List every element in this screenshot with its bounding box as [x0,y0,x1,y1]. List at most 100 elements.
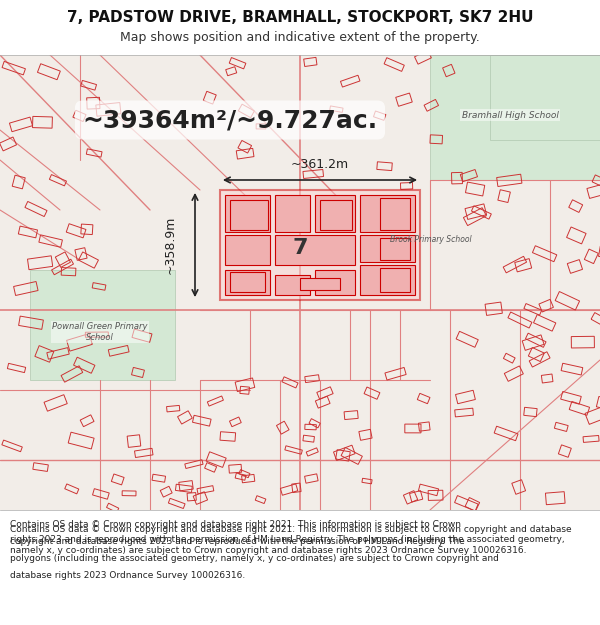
Bar [455,496,478,511]
Bar [303,435,314,442]
Bar [529,348,544,362]
Bar [175,484,192,492]
Bar [503,256,527,273]
Bar [377,162,392,171]
Bar [2,61,25,75]
Bar [424,99,439,111]
Bar [134,448,153,458]
Bar [61,268,76,276]
Bar [498,190,511,202]
Bar [587,184,600,198]
Bar [32,116,52,128]
Text: copyright and database rights 2023 and is reproduced with the permission of HM L: copyright and database rights 2023 and i… [10,537,465,546]
Bar [418,484,439,496]
Bar [35,346,54,362]
Bar [405,424,421,433]
Bar [304,58,317,66]
Bar [229,58,246,69]
Bar [19,316,43,329]
Bar [344,411,358,419]
Bar [229,464,242,473]
Bar [0,137,17,151]
Bar [229,417,241,427]
Bar [561,363,583,375]
Bar [428,490,443,501]
Bar [403,491,418,504]
Bar [317,387,333,399]
Bar [451,173,463,184]
Bar [559,445,571,458]
Bar [456,331,478,348]
Bar [92,282,106,290]
Bar [19,226,38,238]
Text: ~39364m²/~9.727ac.: ~39364m²/~9.727ac. [82,108,377,132]
Bar [25,201,47,216]
Bar [508,312,532,328]
Bar [187,492,196,501]
Bar [455,408,473,417]
Text: Map shows position and indicative extent of the property.: Map shows position and indicative extent… [120,31,480,44]
Bar [305,375,319,382]
Bar [524,408,537,417]
Bar [197,486,214,494]
Bar [410,491,423,502]
Text: Pownall Green Primary
School: Pownall Green Primary School [52,322,148,342]
Bar [107,503,119,512]
Bar [75,248,87,261]
Bar [52,259,74,275]
Polygon shape [275,275,310,295]
Bar [96,102,121,116]
Text: Contains OS data © Crown copyright and database right 2021. This information is : Contains OS data © Crown copyright and d… [10,525,572,555]
Bar [592,175,600,191]
Bar [169,498,185,509]
Bar [362,478,372,484]
Bar [226,67,237,76]
Bar [334,445,355,461]
Polygon shape [380,268,410,292]
Bar [503,353,515,363]
Polygon shape [490,55,600,140]
Bar [309,419,320,428]
Polygon shape [380,198,410,230]
Polygon shape [30,270,175,380]
Bar [86,98,100,109]
Bar [466,182,485,196]
Bar [515,259,532,272]
Bar [92,489,109,499]
Bar [463,208,487,226]
Bar [417,393,430,404]
Polygon shape [300,278,340,290]
Bar [494,426,518,441]
Bar [10,117,32,132]
Bar [33,462,49,471]
Bar [122,491,136,496]
Bar [335,450,350,461]
Bar [599,246,600,259]
Bar [49,174,67,186]
Text: Contains OS data © Crown copyright and database right 2021. This information is : Contains OS data © Crown copyright and d… [10,520,461,529]
Bar [280,484,298,495]
Bar [591,312,600,331]
Bar [240,386,250,394]
Polygon shape [315,195,355,232]
Bar [584,249,598,264]
Bar [160,486,172,497]
Bar [65,484,79,494]
Bar [359,429,372,440]
Polygon shape [220,190,420,300]
Bar [465,498,479,511]
Text: Bramhall High School: Bramhall High School [461,111,559,119]
Text: 7, PADSTOW DRIVE, BRAMHALL, STOCKPORT, SK7 2HU: 7, PADSTOW DRIVE, BRAMHALL, STOCKPORT, S… [67,9,533,24]
Bar [239,469,250,478]
Bar [512,480,526,494]
Bar [131,368,145,378]
Bar [373,111,386,121]
Text: polygons (including the associated geometry, namely x, y co-ordinates) are subje: polygons (including the associated geome… [10,554,499,563]
Bar [364,387,380,399]
Bar [2,440,22,452]
Bar [330,106,343,112]
Polygon shape [225,270,270,295]
Bar [220,432,236,441]
Bar [305,424,316,430]
Bar [238,141,251,153]
